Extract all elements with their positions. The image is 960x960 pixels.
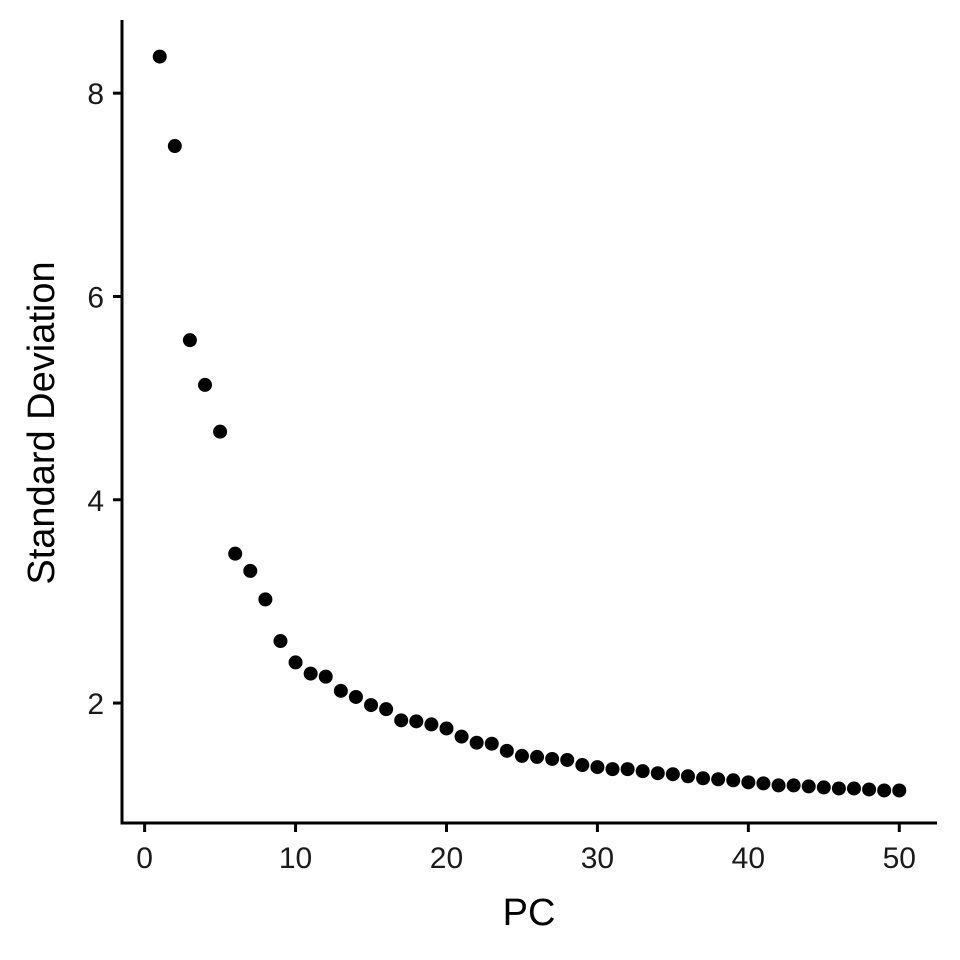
data-point xyxy=(364,698,379,713)
data-point xyxy=(318,669,333,684)
data-point xyxy=(560,752,575,767)
data-point xyxy=(846,781,861,796)
data-point xyxy=(394,713,409,728)
x-tick-label: 30 xyxy=(581,842,614,875)
x-tick-label: 40 xyxy=(732,842,765,875)
data-points xyxy=(152,49,907,798)
data-point xyxy=(514,748,529,763)
y-tick-label: 6 xyxy=(87,281,104,314)
data-point xyxy=(379,702,394,717)
data-point xyxy=(469,735,484,750)
data-point xyxy=(575,758,590,773)
data-point xyxy=(665,767,680,782)
data-point xyxy=(680,769,695,784)
data-point xyxy=(771,778,786,793)
x-tick-label: 0 xyxy=(136,842,153,875)
y-tick-label: 2 xyxy=(87,688,104,721)
data-point xyxy=(711,772,726,787)
data-point xyxy=(213,424,228,439)
data-point xyxy=(620,762,635,777)
data-point xyxy=(756,776,771,791)
data-point xyxy=(484,736,499,751)
x-axis-title: PC xyxy=(503,892,556,934)
y-tick-label: 8 xyxy=(87,78,104,111)
data-point xyxy=(167,139,182,154)
y-axis-ticks: 2 4 6 8 xyxy=(87,78,122,721)
data-point xyxy=(530,749,545,764)
data-point xyxy=(877,783,892,798)
data-point xyxy=(198,377,213,392)
data-point xyxy=(635,764,650,779)
data-point xyxy=(590,760,605,775)
data-point xyxy=(258,592,273,607)
data-point xyxy=(348,689,363,704)
data-point xyxy=(243,563,258,578)
data-point xyxy=(892,783,907,798)
x-axis-ticks: 0 10 20 30 40 50 xyxy=(136,823,916,875)
data-point xyxy=(333,683,348,698)
data-point xyxy=(862,782,877,797)
data-point xyxy=(741,775,756,790)
data-point xyxy=(545,751,560,766)
data-point xyxy=(152,49,167,64)
data-point xyxy=(650,766,665,781)
data-point xyxy=(439,721,454,736)
y-axis-title: Standard Deviation xyxy=(21,261,63,584)
data-point xyxy=(454,729,469,744)
data-point xyxy=(273,634,288,649)
x-tick-label: 50 xyxy=(883,842,916,875)
data-point xyxy=(801,779,816,794)
data-point xyxy=(424,717,439,732)
data-point xyxy=(831,781,846,796)
data-point xyxy=(182,333,197,348)
data-point xyxy=(786,778,801,793)
data-point xyxy=(303,666,318,681)
data-point xyxy=(726,773,741,788)
data-point xyxy=(696,771,711,786)
y-tick-label: 4 xyxy=(87,485,104,518)
x-tick-label: 10 xyxy=(279,842,312,875)
data-point xyxy=(409,714,424,729)
x-tick-label: 20 xyxy=(430,842,463,875)
data-point xyxy=(605,762,620,777)
data-point xyxy=(228,546,243,561)
data-point xyxy=(288,655,303,670)
data-point xyxy=(816,780,831,795)
data-point xyxy=(499,743,514,758)
